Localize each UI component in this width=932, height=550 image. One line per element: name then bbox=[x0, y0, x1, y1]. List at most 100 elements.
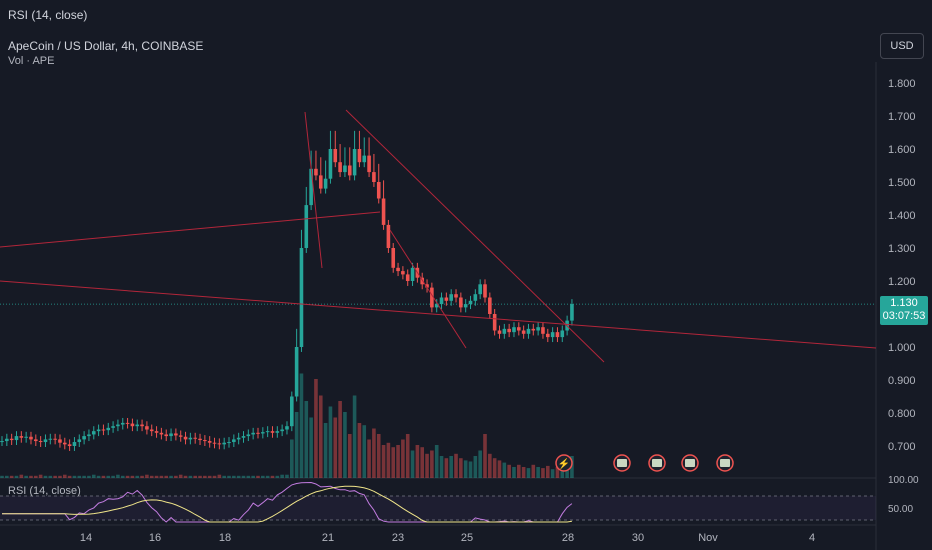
volume-bar bbox=[9, 475, 14, 478]
candle-body bbox=[309, 168, 313, 206]
candle-body bbox=[135, 424, 140, 427]
candle-body bbox=[410, 267, 415, 281]
rsi-line bbox=[2, 481, 573, 523]
candle-body bbox=[439, 297, 444, 305]
volume-bar bbox=[492, 458, 497, 478]
earnings-icon bbox=[685, 459, 695, 467]
volume-bar bbox=[541, 468, 545, 478]
volume-bar bbox=[120, 475, 125, 478]
candle-body bbox=[222, 442, 226, 445]
candle-body bbox=[386, 224, 391, 248]
candle-body bbox=[468, 300, 473, 305]
volume-bar bbox=[72, 475, 77, 478]
volume-bar bbox=[468, 461, 473, 478]
volume-bar bbox=[38, 474, 43, 478]
volume-bar bbox=[285, 474, 289, 478]
candle-body bbox=[198, 438, 202, 441]
candle-body bbox=[270, 431, 275, 433]
trendline-spike bbox=[304, 111, 323, 269]
volume-bar bbox=[130, 475, 135, 478]
volume-bar bbox=[193, 475, 197, 478]
candle-body bbox=[236, 437, 241, 440]
x-tick-label: 4 bbox=[809, 532, 815, 544]
last-price-value: 1.130 bbox=[890, 297, 918, 309]
currency-button[interactable]: USD bbox=[880, 33, 924, 59]
candle-body bbox=[48, 438, 53, 440]
volume-bar bbox=[372, 428, 376, 478]
candle-body bbox=[154, 431, 159, 433]
candle-body bbox=[463, 304, 468, 308]
candle-body bbox=[376, 182, 381, 199]
candle-body bbox=[246, 434, 251, 437]
candle-body bbox=[521, 330, 526, 334]
volume-bar bbox=[483, 434, 487, 478]
candle-body bbox=[401, 271, 405, 275]
candle-body bbox=[473, 294, 478, 301]
volume-bar bbox=[227, 475, 231, 478]
candle-body bbox=[96, 429, 101, 432]
volume-bar bbox=[149, 475, 154, 478]
volume-bar bbox=[116, 474, 120, 478]
candle-body bbox=[77, 439, 82, 443]
volume-bar bbox=[391, 447, 396, 478]
candle-body bbox=[280, 429, 284, 432]
candle-body bbox=[265, 431, 270, 433]
volume-bar bbox=[207, 475, 212, 478]
volume-bar bbox=[275, 475, 280, 478]
volume-bar bbox=[357, 423, 362, 478]
x-tick-label: 30 bbox=[632, 532, 644, 544]
volume-bar bbox=[188, 475, 193, 478]
indicator-title[interactable]: RSI (14, close) bbox=[8, 8, 88, 22]
volume-bar bbox=[236, 475, 241, 478]
rsi-label[interactable]: RSI (14, close) bbox=[8, 485, 81, 497]
volume-bar bbox=[473, 456, 478, 478]
x-tick-label: 21 bbox=[322, 532, 334, 544]
volume-bar bbox=[415, 445, 420, 478]
volume-bar bbox=[241, 475, 246, 478]
candle-body bbox=[24, 436, 28, 438]
candle-body bbox=[149, 429, 154, 432]
candle-body bbox=[478, 284, 482, 295]
volume-bar bbox=[5, 475, 9, 478]
candle-body bbox=[140, 424, 144, 427]
volume-bar bbox=[256, 475, 260, 478]
earnings-icon bbox=[617, 459, 627, 467]
candle-body bbox=[193, 437, 197, 439]
y-tick-label: 0.700 bbox=[888, 441, 916, 453]
rsi-band bbox=[0, 496, 876, 520]
candle-body bbox=[72, 442, 77, 446]
x-tick-label: 14 bbox=[80, 532, 92, 544]
candle-body bbox=[0, 441, 4, 443]
candle-body bbox=[483, 284, 487, 298]
y-tick-label: 1.300 bbox=[888, 243, 916, 255]
volume-bar bbox=[459, 458, 463, 478]
candle-body bbox=[347, 165, 352, 176]
volume-bar bbox=[299, 373, 304, 478]
candle-body bbox=[256, 432, 260, 434]
volume-bar bbox=[62, 474, 67, 478]
candle-body bbox=[14, 436, 19, 441]
candle-body bbox=[5, 438, 9, 442]
candle-body bbox=[555, 332, 560, 338]
volume-bar bbox=[251, 475, 255, 478]
volume-bar bbox=[125, 475, 130, 478]
candle-body bbox=[488, 297, 492, 314]
rsi-level-50: 50.00 bbox=[888, 504, 913, 515]
candle-body bbox=[502, 328, 507, 334]
y-tick-label: 1.000 bbox=[888, 342, 916, 354]
candle-body bbox=[545, 333, 550, 338]
candle-body bbox=[101, 429, 106, 431]
volume-bar bbox=[67, 475, 72, 478]
volume-label[interactable]: Vol · APE bbox=[8, 55, 55, 67]
volume-bar bbox=[362, 425, 367, 478]
volume-bar bbox=[265, 475, 270, 478]
x-tick-label: 18 bbox=[219, 532, 231, 544]
earnings-icon bbox=[652, 459, 662, 467]
candle-body bbox=[67, 444, 72, 446]
candle-body bbox=[82, 436, 86, 440]
rsi-ma-line bbox=[2, 485, 572, 523]
candle-body bbox=[492, 314, 497, 331]
volume-bar bbox=[550, 469, 555, 478]
volume-bar bbox=[449, 456, 453, 478]
